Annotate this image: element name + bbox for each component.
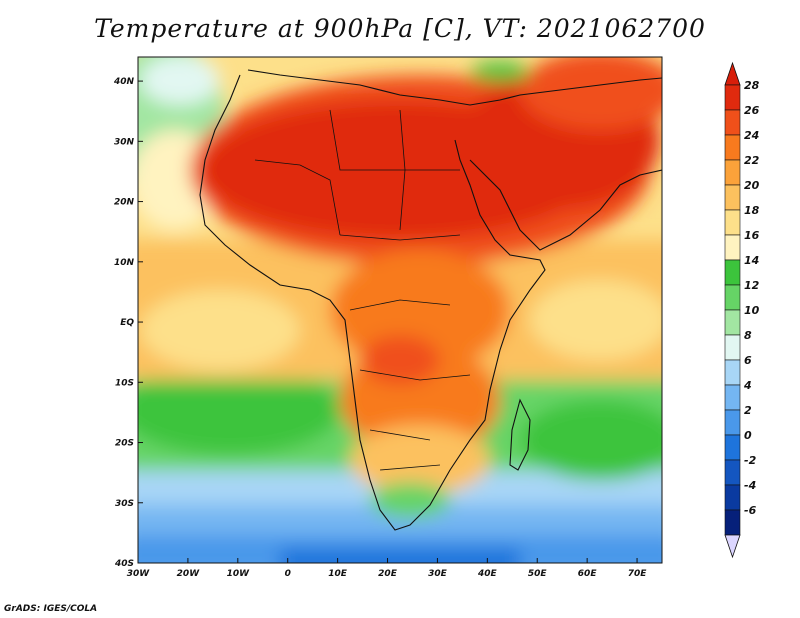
colorbar-level-label: 14 bbox=[744, 254, 759, 267]
lat-tick-label: 30S bbox=[115, 499, 134, 509]
longitude-axis: 30W 20W 10W 0 10E 20E 30E 40E 50E 60E 70E bbox=[127, 558, 647, 579]
temperature-field bbox=[138, 57, 662, 563]
colorbar-level-label: 8 bbox=[744, 329, 752, 342]
lat-tick-label: 40S bbox=[114, 559, 134, 569]
colorbar-swatch bbox=[724, 284, 741, 311]
lat-tick-label: 20S bbox=[115, 439, 134, 449]
colorbar-swatch bbox=[724, 234, 741, 261]
colorbar-swatch bbox=[724, 109, 741, 136]
lon-tick-label: 20W bbox=[177, 569, 201, 579]
colorbar-level-label: 4 bbox=[743, 379, 752, 392]
colorbar-swatch bbox=[724, 484, 741, 511]
colorbar-swatch bbox=[724, 409, 741, 436]
colorbar-top-arrow bbox=[724, 61, 741, 86]
lat-tick-label: 40N bbox=[113, 77, 135, 87]
colorbar-swatch bbox=[724, 134, 741, 161]
lat-tick-label: 30N bbox=[114, 137, 135, 147]
colorbar-level-label: 26 bbox=[744, 104, 760, 117]
coastline bbox=[199, 69, 662, 531]
lon-tick-label: 10W bbox=[227, 569, 251, 579]
lat-tick-label: 10S bbox=[115, 378, 134, 388]
colorbar-swatch bbox=[724, 434, 741, 461]
lon-tick-label: 40E bbox=[477, 569, 498, 579]
colorbar-level-label: 0 bbox=[744, 429, 752, 442]
colorbar-level-label: -6 bbox=[744, 504, 757, 517]
lon-tick-label: 50E bbox=[528, 569, 548, 579]
colorbar-level-label: 2 bbox=[744, 404, 752, 417]
lon-tick-label: 30E bbox=[428, 569, 448, 579]
colorbar-swatch bbox=[724, 509, 741, 536]
colorbar-level-label: -2 bbox=[744, 454, 757, 467]
colorbar-level-label: 22 bbox=[744, 154, 760, 167]
lat-tick-label: 20N bbox=[114, 198, 135, 208]
lon-tick-label: 10E bbox=[328, 569, 348, 579]
lon-tick-label: 70E bbox=[628, 569, 648, 579]
country-borders bbox=[254, 109, 471, 471]
lon-tick-label: 30W bbox=[127, 569, 151, 579]
colorbar-swatch bbox=[724, 159, 741, 186]
colorbar-level-label: 20 bbox=[744, 179, 760, 192]
colorbar-swatch bbox=[724, 184, 741, 211]
colorbar-level-label: 28 bbox=[744, 79, 760, 92]
page-title: Temperature at 900hPa [C], VT: 202106270… bbox=[94, 14, 706, 43]
lon-tick-label: 20E bbox=[378, 569, 398, 579]
colorbar-swatch bbox=[724, 384, 741, 411]
colorbar-level-label: 6 bbox=[744, 354, 752, 367]
colorbar-swatch bbox=[724, 209, 741, 236]
colorbar-bottom-arrow bbox=[724, 534, 741, 559]
lon-tick-label: 0 bbox=[285, 569, 291, 579]
colorbar-swatch bbox=[724, 359, 741, 386]
colorbar-swatch bbox=[724, 259, 741, 286]
colorbar-level-label: 16 bbox=[744, 229, 760, 242]
lon-tick-label: 60E bbox=[578, 569, 598, 579]
colorbar-level-label: 18 bbox=[744, 204, 760, 217]
colorbar-level-label: 10 bbox=[744, 304, 760, 317]
colorbar-swatch bbox=[724, 84, 741, 111]
colorbar-level-label: 12 bbox=[744, 279, 760, 292]
colorbar-level-label: -4 bbox=[744, 479, 756, 492]
map-frame bbox=[137, 56, 663, 564]
colorbar-swatch bbox=[724, 309, 741, 336]
colorbar-swatch bbox=[724, 459, 741, 486]
lat-tick-label: 10N bbox=[114, 258, 135, 268]
grads-credit: GrADS: IGES/COLA bbox=[4, 604, 98, 614]
lat-tick-label: EQ bbox=[120, 318, 134, 328]
colorbar-swatch bbox=[724, 334, 741, 361]
colorbar-level-label: 24 bbox=[744, 129, 759, 142]
latitude-axis: 40N 30N 20N 10N EQ 10S 20S 30S 40S bbox=[113, 77, 143, 569]
